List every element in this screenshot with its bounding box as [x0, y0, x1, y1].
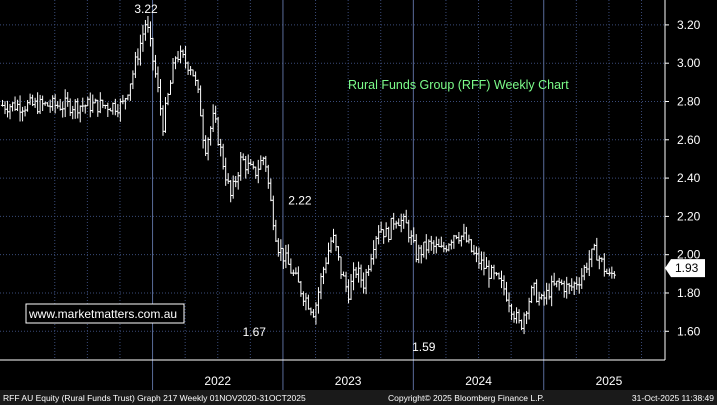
price-annotation: 2.22: [288, 194, 312, 208]
y-axis-ticks: 1.60 1.80 2.00 2.20 2.40 2.60 2.80 3.00 3.20: [665, 18, 701, 338]
y-tick-label: 2.20: [677, 209, 701, 223]
last-price-box: [665, 259, 705, 278]
annotations: 3.22 1.67 2.22 1.59: [134, 2, 435, 354]
x-tick-label: 2024: [465, 374, 492, 388]
footer-bar: [0, 390, 717, 405]
x-tick-label: 2023: [335, 374, 362, 388]
y-tick-label: 1.60: [677, 324, 701, 338]
footer-center: Copyright© 2025 Bloomberg Finance L.P.: [388, 393, 544, 403]
y-tick-label: 3.00: [677, 56, 701, 70]
y-tick-label: 3.20: [677, 18, 701, 32]
x-axis-labels: 2022 2023 2024 2025: [204, 374, 622, 388]
plot-background: [0, 0, 665, 360]
y-tick-label: 2.40: [677, 171, 701, 185]
watermark: www.marketmatters.com.au: [25, 303, 185, 324]
last-price-text: 1.93: [675, 261, 699, 275]
x-tick-label: 2022: [204, 374, 231, 388]
price-annotation: 1.59: [412, 340, 436, 354]
watermark-box: [25, 303, 185, 324]
y-tick-label: 2.80: [677, 94, 701, 108]
axis-panel: [665, 0, 717, 360]
y-tick-label: 1.80: [677, 286, 701, 300]
price-annotation: 1.67: [243, 325, 267, 339]
x-tick-label: 2025: [596, 374, 623, 388]
price-bars: [0, 15, 616, 335]
price-annotation: 3.22: [134, 2, 158, 16]
footer-left: RFF AU Equity (Rural Funds Trust) Graph …: [3, 393, 306, 403]
watermark-text: www.marketmatters.com.au: [28, 307, 177, 321]
last-price-label: 1.93: [665, 259, 705, 278]
y-tick-label: 2.60: [677, 133, 701, 147]
grid-lines: [0, 0, 665, 360]
xaxis-panel: [0, 360, 665, 390]
footer-right: 31-Oct-2025 11:38:49: [632, 393, 714, 403]
chart-title: Rural Funds Group (RFF) Weekly Chart: [348, 78, 569, 92]
y-tick-label: 2.00: [677, 248, 701, 262]
